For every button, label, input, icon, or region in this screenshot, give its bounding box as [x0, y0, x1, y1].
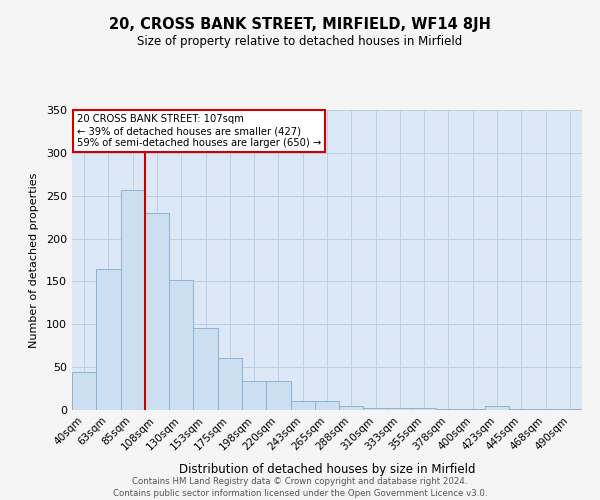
Bar: [315, 400, 339, 410]
Bar: [509, 409, 533, 410]
Bar: [461, 409, 485, 410]
Bar: [145, 213, 169, 410]
Bar: [533, 409, 558, 410]
Bar: [169, 280, 193, 410]
Text: Contains public sector information licensed under the Open Government Licence v3: Contains public sector information licen…: [113, 489, 487, 498]
Text: 20, CROSS BANK STREET, MIRFIELD, WF14 8JH: 20, CROSS BANK STREET, MIRFIELD, WF14 8J…: [109, 18, 491, 32]
Text: 20 CROSS BANK STREET: 107sqm
← 39% of detached houses are smaller (427)
59% of s: 20 CROSS BANK STREET: 107sqm ← 39% of de…: [77, 114, 322, 148]
Bar: [339, 406, 364, 410]
Bar: [266, 381, 290, 410]
Bar: [193, 328, 218, 410]
Bar: [72, 372, 96, 410]
Y-axis label: Number of detached properties: Number of detached properties: [29, 172, 39, 348]
Bar: [96, 268, 121, 410]
Bar: [290, 400, 315, 410]
Bar: [412, 408, 436, 410]
X-axis label: Distribution of detached houses by size in Mirfield: Distribution of detached houses by size …: [179, 463, 475, 476]
Bar: [364, 408, 388, 410]
Bar: [242, 381, 266, 410]
Text: Contains HM Land Registry data © Crown copyright and database right 2024.: Contains HM Land Registry data © Crown c…: [132, 478, 468, 486]
Bar: [388, 408, 412, 410]
Bar: [485, 406, 509, 410]
Bar: [218, 358, 242, 410]
Bar: [121, 190, 145, 410]
Text: Size of property relative to detached houses in Mirfield: Size of property relative to detached ho…: [137, 35, 463, 48]
Bar: [436, 409, 461, 410]
Bar: [558, 409, 582, 410]
